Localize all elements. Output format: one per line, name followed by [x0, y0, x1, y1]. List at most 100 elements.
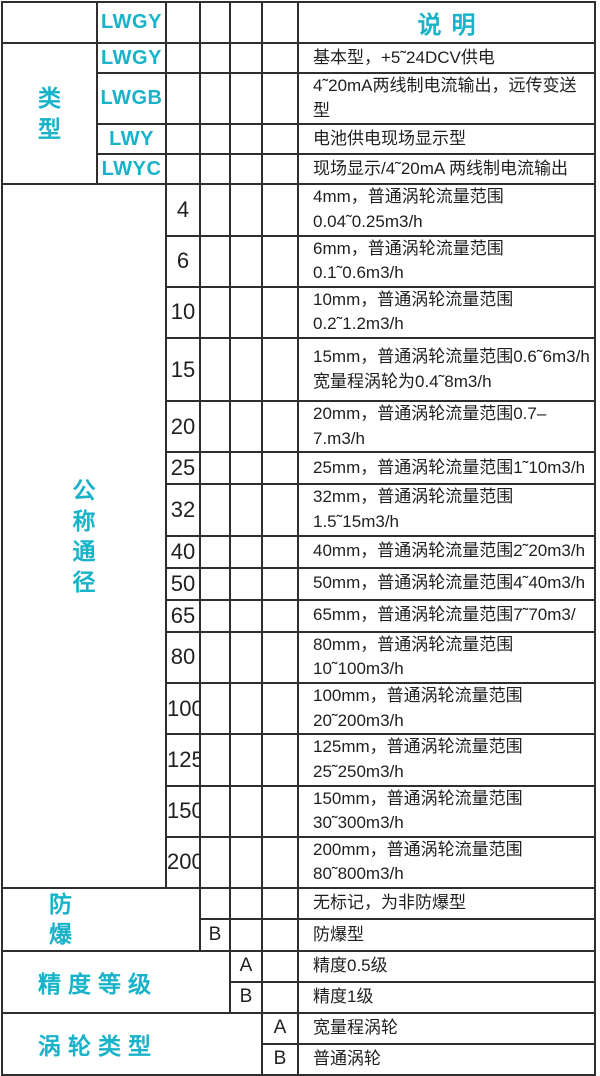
- empty-cell: [261, 918, 299, 952]
- description-header: 说明: [297, 1, 596, 44]
- dn-size-cell: 4: [165, 183, 201, 237]
- diameter-row: 6 6mm，普通涡轮流量范围0.1˜0.6m3/h: [2, 234, 596, 288]
- spec-desc-cell: 125mm，普通涡轮流量范围25˜250m3/h: [297, 733, 596, 787]
- header-row: LWGY 说明: [1, 1, 596, 44]
- empty-cell: [229, 784, 263, 838]
- empty-cell: [229, 234, 263, 288]
- empty-cell: [199, 784, 231, 838]
- empty-cell: [199, 42, 231, 74]
- spec-desc-cell: 6mm，普通涡轮流量范围0.1˜0.6m3/h: [297, 234, 596, 288]
- empty-cell: [199, 630, 231, 684]
- spec-desc-cell: 防爆型: [297, 918, 596, 952]
- empty-cell: [199, 234, 231, 288]
- empty-cell: [165, 1, 201, 44]
- diameter-row: 100 100mm，普通涡轮流量范围20˜200m3/h: [2, 681, 596, 736]
- spec-desc-cell: 基本型，+5˜24DCV供电: [297, 42, 596, 74]
- type-row: LWGB 4˜20mA两线制电流输出，远传变送型: [2, 71, 596, 126]
- dn-size-cell: 50: [165, 566, 201, 601]
- empty-cell: [261, 451, 299, 486]
- dn-size-cell: 32: [165, 483, 201, 537]
- section-label-diameter: 公 称 通 径: [1, 183, 167, 890]
- empty-cell: [199, 835, 231, 890]
- empty-cell: [261, 1, 299, 44]
- empty-cell: [261, 835, 299, 890]
- empty-cell: [229, 566, 263, 601]
- diameter-row: 32 32mm，普通涡轮流量范围1.5˜15m3/h: [2, 483, 596, 537]
- spec-desc-cell: 精度0.5级: [297, 949, 596, 983]
- empty-cell: [229, 285, 263, 340]
- type-row: LWY 电池供电现场显示型: [2, 123, 596, 156]
- empty-cell: [229, 42, 263, 74]
- empty-cell: [229, 887, 263, 921]
- empty-cell: [261, 234, 299, 288]
- spec-desc-cell: 现场显示/4˜20mA 两线制电流输出: [297, 153, 596, 186]
- empty-cell: [199, 451, 231, 486]
- empty-cell: [199, 183, 231, 237]
- empty-cell: [229, 598, 263, 633]
- dn-size-cell: 100: [165, 681, 201, 736]
- dn-size-cell: 40: [165, 534, 201, 569]
- section-label-explosion: 防 爆: [1, 887, 201, 952]
- spec-desc-cell: 150mm，普通涡轮流量范围30˜300m3/h: [297, 784, 596, 838]
- empty-cell: [261, 483, 299, 537]
- empty-cell: [199, 1, 231, 44]
- diameter-row: 50 50mm，普通涡轮流量范围4˜40m3/h: [2, 566, 596, 601]
- empty-cell: [199, 285, 231, 340]
- header-model-code: LWGY: [96, 1, 167, 44]
- turbine-row: 涡轮类型 A 宽量程涡轮: [1, 1011, 596, 1076]
- spec-desc-cell: 电池供电现场显示型: [297, 123, 596, 156]
- empty-cell: [229, 183, 263, 237]
- empty-cell: [261, 566, 299, 601]
- empty-cell: [229, 630, 263, 684]
- empty-cell: [229, 451, 263, 486]
- empty-cell: [199, 71, 231, 126]
- empty-cell: [261, 400, 299, 454]
- diameter-row: 公 称 通 径 4 4mm，普通涡轮流量范围0.04˜0.25m3/h: [1, 183, 596, 890]
- empty-cell: [199, 598, 231, 633]
- empty-cell: [199, 483, 231, 537]
- empty-cell: [261, 153, 299, 186]
- diameter-row: 40 40mm，普通涡轮流量范围2˜20m3/h: [2, 534, 596, 569]
- dn-size-cell: 25: [165, 451, 201, 486]
- spec-desc-cell: 10mm，普通涡轮流量范围0.2˜1.2m3/h: [297, 285, 596, 340]
- spec-desc-cell: 40mm，普通涡轮流量范围2˜20m3/h: [297, 534, 596, 569]
- empty-cell: [199, 123, 231, 156]
- empty-cell: [261, 285, 299, 340]
- empty-cell: [165, 71, 201, 126]
- empty-cell: [261, 784, 299, 838]
- section-label-type: 类 型: [1, 41, 98, 186]
- spec-desc-cell: 4mm，普通涡轮流量范围0.04˜0.25m3/h: [297, 183, 596, 237]
- option-letter-cell: B: [199, 918, 231, 952]
- spec-desc-cell: 65mm，普通涡轮流量范围7˜70m3/: [297, 598, 596, 633]
- dn-size-cell: 65: [165, 598, 201, 633]
- empty-cell: [261, 733, 299, 787]
- dn-size-cell: 200: [165, 835, 201, 890]
- empty-cell: [229, 918, 263, 952]
- empty-cell: [261, 681, 299, 736]
- spec-desc-cell: 50mm，普通涡轮流量范围4˜40m3/h: [297, 566, 596, 601]
- empty-cell: [165, 42, 201, 74]
- empty-cell: [199, 400, 231, 454]
- spec-desc-cell: 4˜20mA两线制电流输出，远传变送型: [297, 71, 596, 126]
- empty-cell: [229, 1, 263, 44]
- spec-desc-cell: 宽量程涡轮: [297, 1011, 596, 1045]
- diameter-row: 20 20mm，普通涡轮流量范围0.7–7.m3/h: [2, 400, 596, 454]
- empty-cell: [261, 337, 299, 403]
- option-letter-cell: B: [261, 1042, 299, 1076]
- dn-size-cell: 80: [165, 630, 201, 684]
- empty-cell: [229, 681, 263, 736]
- diameter-row: 65 65mm，普通涡轮流量范围7˜70m3/: [2, 598, 596, 633]
- empty-cell: [261, 630, 299, 684]
- diameter-row: 10 10mm，普通涡轮流量范围0.2˜1.2m3/h: [2, 285, 596, 340]
- type-row: 类 型 LWGY 基本型，+5˜24DCV供电: [1, 41, 596, 186]
- model-code-cell: LWGY: [96, 42, 167, 74]
- empty-cell: [261, 71, 299, 126]
- option-letter-cell: A: [261, 1011, 299, 1045]
- dn-size-cell: 10: [165, 285, 201, 340]
- empty-cell: [261, 123, 299, 156]
- spec-desc-cell: 100mm，普通涡轮流量范围20˜200m3/h: [297, 681, 596, 736]
- accuracy-row: 精度等级 A 精度0.5级: [1, 949, 596, 1014]
- empty-cell: [261, 887, 299, 921]
- section-label-accuracy: 精度等级: [1, 949, 231, 1014]
